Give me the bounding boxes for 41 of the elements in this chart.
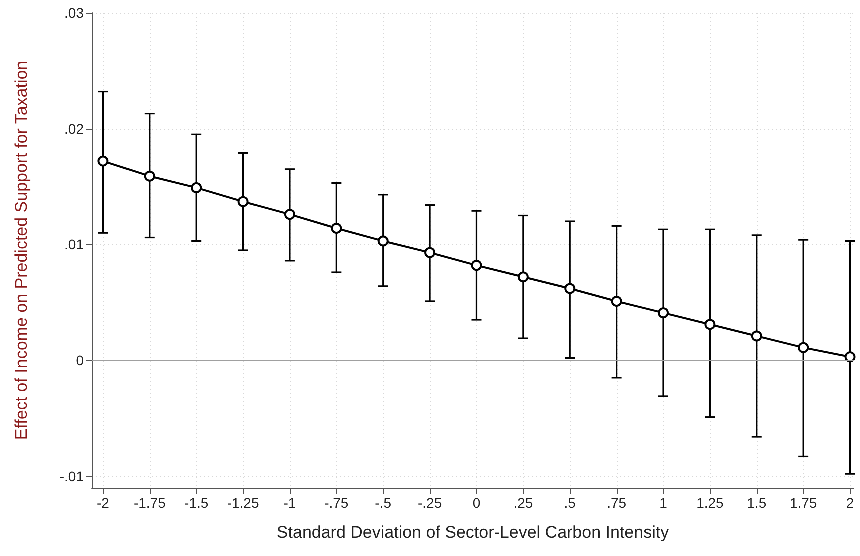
- point: [471, 260, 482, 272]
- y-axis-title: Effect of Income on Predicted Support for Taxation: [12, 60, 31, 440]
- x-tick-label: .75: [607, 495, 627, 511]
- x-tick-label: 1.5: [747, 495, 767, 511]
- x-tick-label: 1.25: [696, 495, 724, 511]
- point: [284, 209, 296, 220]
- point: [798, 342, 810, 354]
- point: [564, 283, 576, 294]
- x-tick-label: .5: [564, 495, 576, 511]
- x-tick-label: 0: [472, 495, 481, 511]
- point: [844, 352, 856, 363]
- point: [704, 319, 716, 330]
- y-tick-label: .03: [64, 5, 84, 21]
- x-tick-label: -2: [96, 495, 110, 511]
- point: [518, 272, 529, 283]
- x-axis-title: Standard Deviation of Sector-Level Carbon Intensity: [276, 523, 670, 542]
- point: [611, 296, 622, 307]
- x-tick-label: -1.75: [134, 495, 166, 511]
- x-tick-label: 1: [660, 495, 668, 511]
- point: [751, 330, 762, 342]
- x-tick-label: -.5: [375, 495, 392, 511]
- x-tick-label: 1.75: [790, 495, 818, 511]
- point: [658, 308, 669, 319]
- point: [331, 222, 342, 234]
- point: [191, 182, 202, 194]
- y-tick-label: -.01: [60, 468, 84, 484]
- y-tick-label: 0: [76, 352, 84, 369]
- point: [378, 236, 389, 247]
- y-tick-label: .01: [64, 236, 84, 253]
- x-tick-label: -1.5: [184, 495, 209, 511]
- x-tick-label: -.25: [418, 495, 442, 511]
- x-tick-label: -1: [284, 495, 296, 511]
- x-tick-label: 2: [846, 495, 854, 511]
- point: [144, 170, 156, 182]
- point: [424, 247, 436, 258]
- x-tick-label: .25: [514, 495, 534, 511]
- y-tick-label: .02: [64, 120, 84, 137]
- point: [238, 196, 249, 208]
- point: [98, 156, 109, 167]
- x-tick-label: -1.25: [227, 495, 260, 511]
- x-tick-label: -.75: [324, 495, 349, 511]
